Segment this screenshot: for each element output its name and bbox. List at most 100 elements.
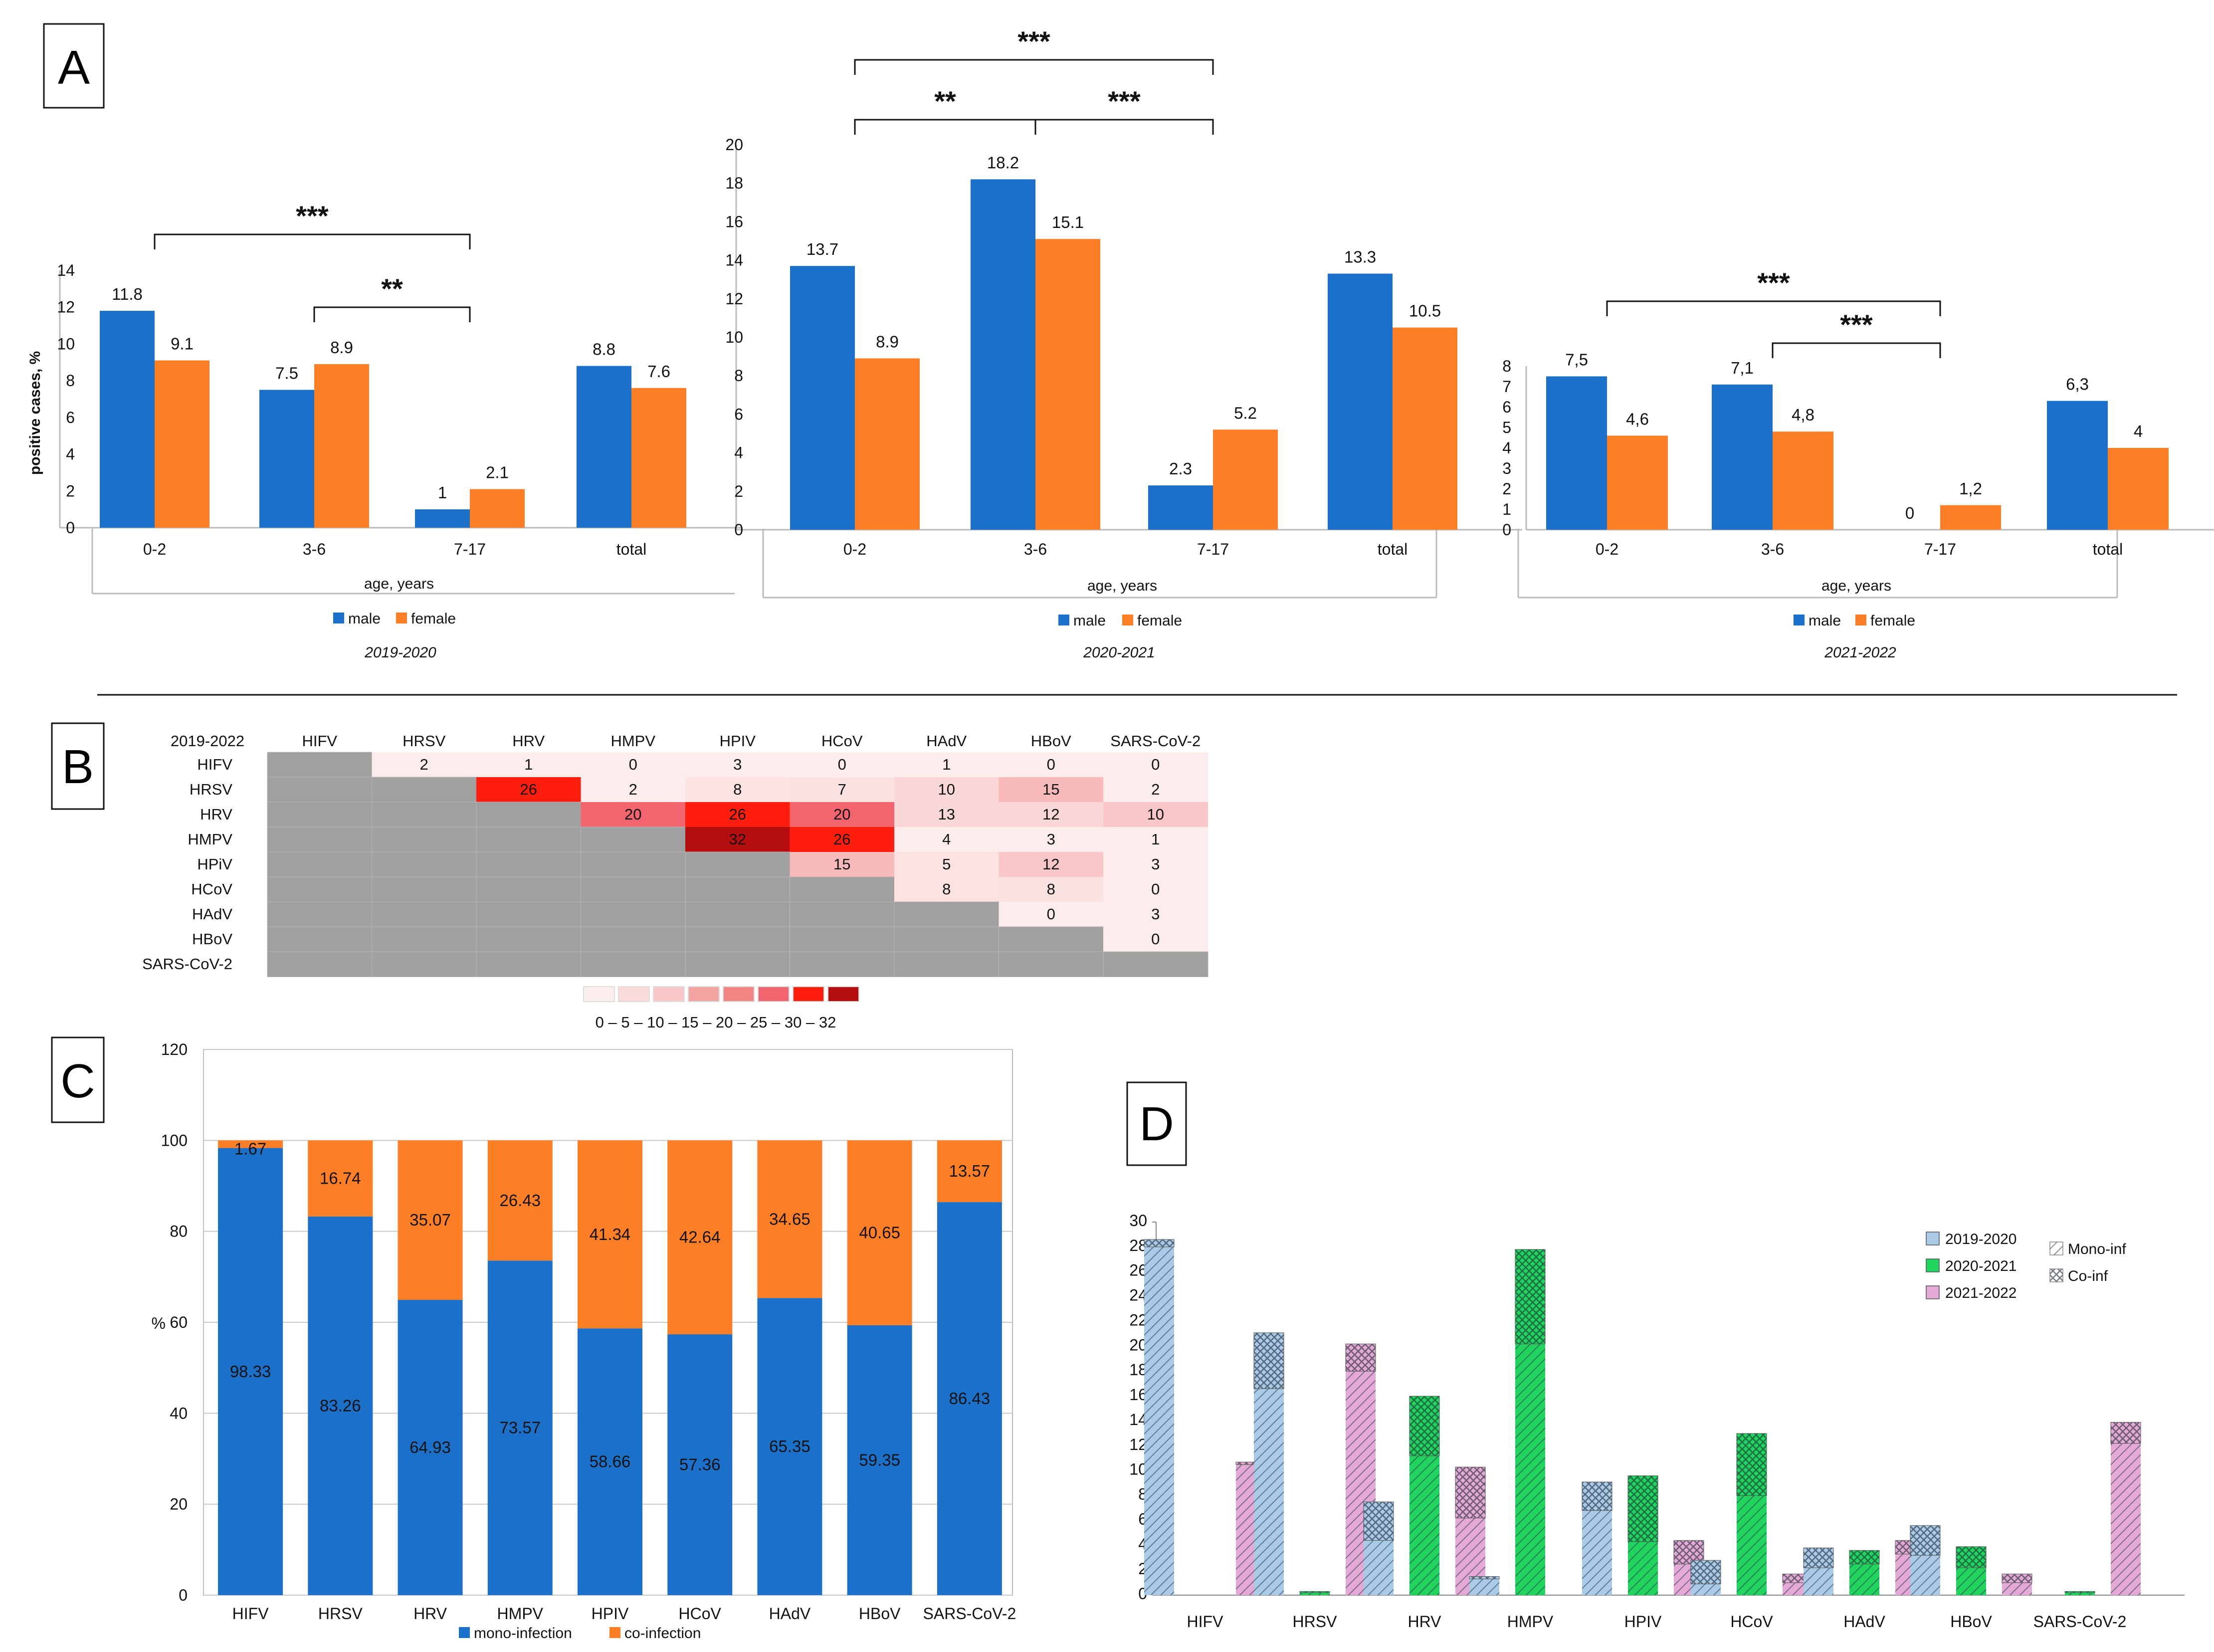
legend-male-swatch (333, 613, 344, 623)
x-tick-label: HPIV (592, 1605, 629, 1623)
heatmap-cell (372, 901, 477, 927)
heatmap-cell (894, 926, 1000, 952)
heatmap-value: 26 (520, 781, 537, 798)
bar-mono-hatch (1737, 1495, 1767, 1595)
heatmap-value: 4 (942, 830, 951, 848)
heatmap-cell (1103, 877, 1208, 902)
data-label-mono: 57.36 (679, 1455, 721, 1474)
heatmap-cell (790, 827, 895, 852)
x-tick-label: HAdV (769, 1605, 811, 1623)
a3-legend: male female (1794, 613, 1915, 629)
heatmap-cell (685, 901, 791, 927)
data-label: 7,5 (1565, 351, 1588, 369)
heatmap-value: 20 (624, 806, 641, 823)
heatmap-col-label: HPIV (720, 732, 756, 750)
legend-male-swatch (1794, 615, 1805, 625)
significance-label: *** (1108, 85, 1141, 117)
x-tick-label: HIFV (1187, 1613, 1224, 1631)
heatmap-cell (476, 951, 582, 977)
heatmap-cell (790, 901, 895, 927)
data-label: 15.1 (1052, 213, 1084, 231)
svg-text:B: B (62, 740, 94, 794)
heatmap-cell (894, 827, 999, 852)
data-label-mono: 98.33 (230, 1362, 271, 1381)
y-tick-label: 60 (170, 1313, 188, 1331)
heatmap-cell (476, 777, 581, 803)
y-tick-label: 1 (1502, 500, 1511, 518)
bar-co-hatch (1345, 1343, 1376, 1372)
y-tick-label: 7 (1502, 378, 1511, 396)
heatmap-value: 3 (1151, 855, 1160, 873)
x-tick-label: 3-6 (303, 540, 326, 558)
legend-male-label: male (1809, 613, 1841, 629)
panel-a1-frame (91, 529, 735, 595)
data-label-mono: 73.57 (499, 1419, 541, 1437)
data-label-co: 42.64 (679, 1228, 721, 1246)
bar-male-3-6 (971, 179, 1035, 530)
bar-co-hatch (1803, 1547, 1834, 1568)
data-label: 2.3 (1169, 459, 1192, 478)
heatmap-cell (372, 777, 477, 803)
bar-co-hatch (1409, 1396, 1440, 1456)
bar-mono-hatch (1910, 1555, 1940, 1595)
heatmap-cell (476, 926, 582, 952)
c-legend: mono-infection co-infection (459, 1625, 701, 1642)
bar-mono-hatch (1300, 1593, 1330, 1595)
heatmap-cell (1103, 852, 1208, 877)
bar-mono-HRV (398, 1300, 463, 1595)
heatmap-cell (476, 802, 582, 827)
heatmap-cell (999, 951, 1104, 977)
x-tick-label: HCoV (679, 1605, 722, 1623)
heatmap-row-label: HIFV (197, 756, 232, 773)
x-tick-label: 3-6 (1024, 540, 1047, 558)
heatmap-cell (581, 876, 686, 902)
bar-co-hatch (1736, 1433, 1767, 1496)
data-label: 7,1 (1731, 359, 1754, 377)
heatmap-cell (790, 777, 895, 803)
heatmap-row-label: HBoV (192, 930, 232, 948)
bar-co-hatch (1144, 1239, 1175, 1247)
data-label: 13.7 (806, 240, 838, 258)
bar-female-total (631, 388, 686, 528)
a1-xlabel: age, years (364, 576, 434, 592)
bar-mono-HPIV (578, 1328, 642, 1595)
heatmap-col-label: HMPV (610, 732, 655, 750)
heatmap-cell (999, 802, 1104, 827)
heatmap-value: 8 (733, 781, 742, 798)
heatmap-cell (1103, 752, 1208, 778)
heatmap-cell (267, 926, 373, 952)
data-label: 13.3 (1344, 248, 1376, 266)
significance-label: *** (1017, 25, 1050, 57)
bar-male-total (577, 366, 631, 528)
heatmap-value: 0 (629, 756, 637, 773)
heatmap-cell (581, 901, 686, 927)
x-tick-label: 0-2 (843, 540, 866, 558)
y-tick-label: 10 (725, 328, 743, 346)
heatmap-row-label: HRSV (190, 781, 232, 798)
heatmap-cell (685, 926, 791, 952)
heatmap-scale-label: 0 – 5 – 10 – 15 – 20 – 25 – 30 – 32 (596, 1014, 836, 1031)
heatmap-value: 8 (1047, 880, 1055, 898)
bar-mono-hatch (2002, 1583, 2032, 1595)
x-tick-label: HIFV (232, 1605, 269, 1623)
bar-mono-hatch (2065, 1593, 2095, 1595)
heatmap-row-label: HCoV (191, 880, 232, 898)
heatmap-cell (999, 877, 1104, 902)
bar-mono-hatch (2111, 1443, 2141, 1595)
y-tick-label: 120 (161, 1040, 188, 1058)
bar-co-hatch (1515, 1249, 1546, 1344)
heatmap-cell (999, 902, 1104, 927)
heatmap-cell (476, 851, 582, 877)
heatmap-value: 20 (833, 806, 850, 823)
heatmap-cell (685, 876, 791, 902)
heatmap-cell (790, 852, 895, 877)
bar-mono-hatch (1469, 1579, 1499, 1595)
x-tick-label: total (1378, 540, 1408, 558)
chart-a-2019-2020: 0 2 4 6 8 10 12 14 11.8 9.1 0-2 7.5 8.9 3-6 1 2.1 7-17 8.… (57, 200, 741, 558)
legend-co-swatch (609, 1627, 620, 1638)
bar-co-hatch (1910, 1525, 1941, 1556)
x-tick-label: HRV (413, 1605, 447, 1623)
data-label: 10.5 (1409, 302, 1441, 320)
bar-mono-HIFV (218, 1148, 283, 1595)
data-label-co: 1.67 (234, 1139, 266, 1158)
